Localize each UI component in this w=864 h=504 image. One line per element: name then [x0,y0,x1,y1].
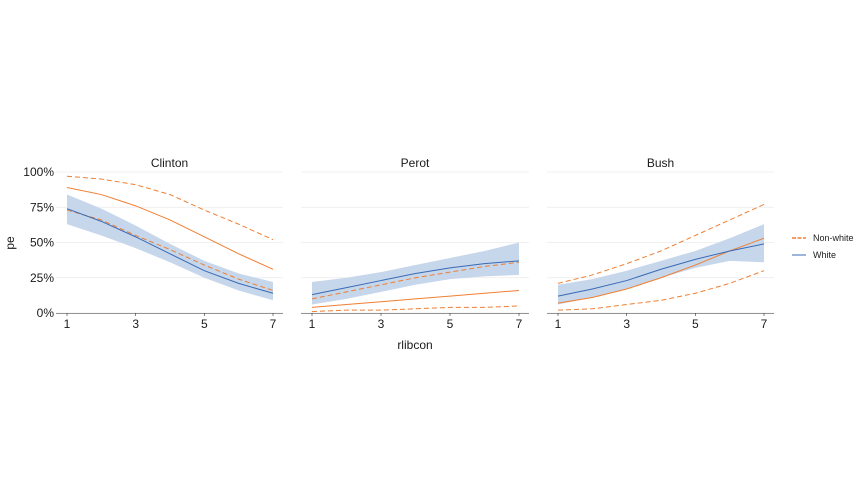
legend-label-white: White [813,250,836,260]
y-axis-title: pe [3,236,17,250]
nonwhite-upper-bound-line [311,261,520,300]
x-tick-label-1: 1 [555,317,562,331]
x-axis-title: rlibcon [397,338,432,352]
legend-label-non-white: Non-white [813,233,854,243]
facet-panels: 1 3 5 7 0% 25% 50% 75% 100% Clinton 1 3 5 7 Perot 1 3 5 7 B… [23,156,774,331]
x-tick-label-7: 7 [761,317,768,331]
x-tick-label-3: 3 [132,317,139,331]
facet-title: Perot [401,156,430,170]
y-tick-label-2: 50% [30,236,54,250]
x-tick-label-5: 5 [692,317,699,331]
x-tick-label-1: 1 [64,317,71,331]
x-tick-label-7: 7 [270,317,277,331]
nonwhite-lower-bound-line [66,209,274,291]
facet-title: Clinton [151,156,188,170]
facet-bush: 1 3 5 7 Bush [547,156,774,331]
white-estimate-line [557,243,765,297]
legend: Non-white White [792,233,854,260]
facet-title: Bush [647,156,674,170]
y-tick-label-0: 0% [37,306,55,320]
nonwhite-estimate-line [311,289,520,308]
x-tick-label-5: 5 [201,317,208,331]
x-tick-label-3: 3 [378,317,385,331]
y-tick-label-4: 100% [23,165,54,179]
x-tick-label-5: 5 [447,317,454,331]
nonwhite-upper-bound-line [557,203,765,284]
y-tick-label-1: 25% [30,271,54,285]
white-confidence-band [558,224,764,305]
x-tick-label-7: 7 [516,317,523,331]
facet-clinton: 1 3 5 7 0% 25% 50% 75% 100% Clinton [23,156,283,331]
x-tick-label-1: 1 [309,317,316,331]
nonwhite-upper-bound-line [66,175,274,241]
white-confidence-band [67,194,273,301]
nonwhite-lower-bound-line [311,305,520,313]
facet-perot: 1 3 5 7 Perot [301,156,529,331]
nonwhite-estimate-line [66,187,274,270]
nonwhite-lower-bound-line [557,270,765,311]
y-tick-label-3: 75% [30,200,54,214]
white-estimate-line [311,260,520,296]
white-estimate-line [66,208,274,294]
x-tick-label-3: 3 [623,317,630,331]
